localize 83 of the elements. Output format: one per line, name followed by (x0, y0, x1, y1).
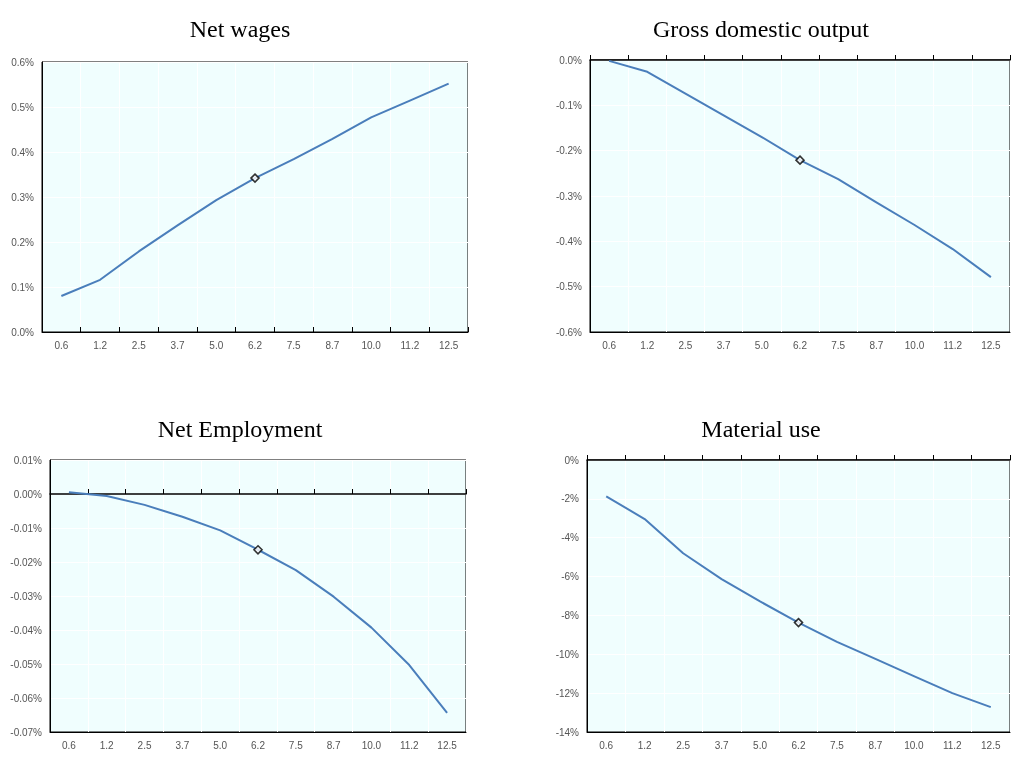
y-tick-label: -0.01% (10, 522, 43, 534)
x-tick-label: 0.6 (602, 339, 617, 351)
x-tick-label: 6.2 (248, 339, 263, 351)
x-tick-label: 12.5 (437, 739, 458, 751)
y-tick-label: -0.5% (555, 281, 583, 293)
y-tick-label: -0.06% (10, 692, 43, 704)
x-tick-label: 2.5 (137, 739, 152, 751)
line-series (60, 82, 450, 297)
x-tick-label: 10.0 (904, 339, 925, 351)
chart-title: Material use (701, 416, 821, 442)
y-tick-label: -0.03% (10, 590, 43, 602)
y-tick-label: -10% (555, 648, 580, 660)
x-tick-label: 7.5 (288, 739, 304, 751)
line-series (608, 59, 992, 279)
x-tick-label: 1.2 (99, 739, 115, 751)
y-tick-label: -4% (561, 532, 580, 544)
x-tick-label: 3.7 (175, 739, 190, 751)
chart-title: Net wages (189, 16, 291, 42)
x-tick-label: 7.5 (831, 339, 846, 351)
x-tick-label: 6.2 (791, 739, 806, 751)
y-tick-label: 0.5% (11, 101, 35, 113)
x-tick-label: 8.7 (868, 739, 883, 751)
y-tick-label: 0.01% (13, 454, 43, 466)
x-tick-label: 3.7 (714, 739, 729, 751)
x-tick-label: 8.7 (869, 339, 884, 351)
x-tick-label: 12.5 (981, 739, 1001, 751)
x-tick-label: 10.0 (361, 339, 382, 351)
chart-title: Net Employment (157, 416, 323, 442)
y-tick-label: 0% (564, 454, 580, 466)
x-tick-label: 12.5 (438, 339, 459, 351)
x-tick-label: 5.0 (213, 739, 228, 751)
x-tick-label: 7.5 (286, 339, 302, 351)
x-tick-label: 7.5 (830, 739, 845, 751)
y-tick-label: -0.05% (10, 658, 43, 670)
y-tick-label: -0.4% (555, 235, 583, 247)
line-series (67, 491, 449, 714)
x-tick-label: 2.5 (676, 739, 691, 751)
y-tick-label: -0.04% (10, 624, 43, 636)
line-series (605, 495, 992, 709)
y-tick-label: -8% (561, 609, 580, 621)
y-tick-label: 0.3% (11, 191, 35, 203)
x-tick-label: 11.2 (943, 339, 963, 351)
x-tick-label: 2.5 (678, 339, 693, 351)
x-tick-label: 1.2 (640, 339, 655, 351)
x-tick-label: 0.6 (54, 339, 69, 351)
y-tick-label: -14% (555, 726, 580, 738)
chart-title: Gross domestic output (653, 16, 870, 42)
y-tick-label: -0.2% (555, 145, 583, 157)
x-tick-label: 11.2 (400, 339, 420, 351)
x-tick-label: 10.0 (361, 739, 382, 751)
y-tick-label: -0.1% (555, 99, 583, 111)
y-tick-label: 0.0% (559, 54, 583, 66)
x-tick-label: 3.7 (170, 339, 185, 351)
x-tick-label: 5.0 (753, 739, 768, 751)
x-tick-label: 1.2 (93, 339, 108, 351)
x-tick-label: 6.2 (251, 739, 266, 751)
x-tick-label: 11.2 (399, 739, 420, 751)
x-tick-label: 2.5 (131, 339, 147, 351)
x-tick-label: 1.2 (637, 739, 653, 751)
x-tick-label: 6.2 (793, 339, 808, 351)
y-tick-label: -12% (555, 687, 580, 699)
y-tick-label: -2% (561, 493, 580, 505)
x-tick-label: 0.6 (599, 739, 614, 751)
y-tick-label: -6% (561, 571, 580, 583)
y-tick-label: -0.3% (555, 190, 583, 202)
x-tick-label: 8.7 (325, 339, 340, 351)
y-tick-label: 0.1% (11, 281, 35, 293)
y-tick-label: -0.6% (555, 326, 583, 338)
y-tick-label: 0.0% (11, 326, 35, 338)
y-tick-label: 0.00% (13, 488, 43, 500)
y-tick-label: -0.07% (10, 726, 43, 738)
x-tick-label: 11.2 (942, 739, 963, 751)
x-tick-label: 10.0 (904, 739, 925, 751)
x-tick-label: 5.0 (209, 339, 224, 351)
x-tick-label: 5.0 (754, 339, 770, 351)
y-tick-label: 0.4% (11, 146, 35, 158)
x-tick-label: 12.5 (981, 339, 1002, 351)
x-tick-label: 3.7 (716, 339, 732, 351)
y-tick-label: -0.02% (10, 556, 43, 568)
y-tick-label: 0.6% (11, 56, 35, 68)
x-tick-label: 0.6 (61, 739, 77, 751)
x-tick-label: 8.7 (326, 739, 342, 751)
y-tick-label: 0.2% (11, 236, 35, 248)
